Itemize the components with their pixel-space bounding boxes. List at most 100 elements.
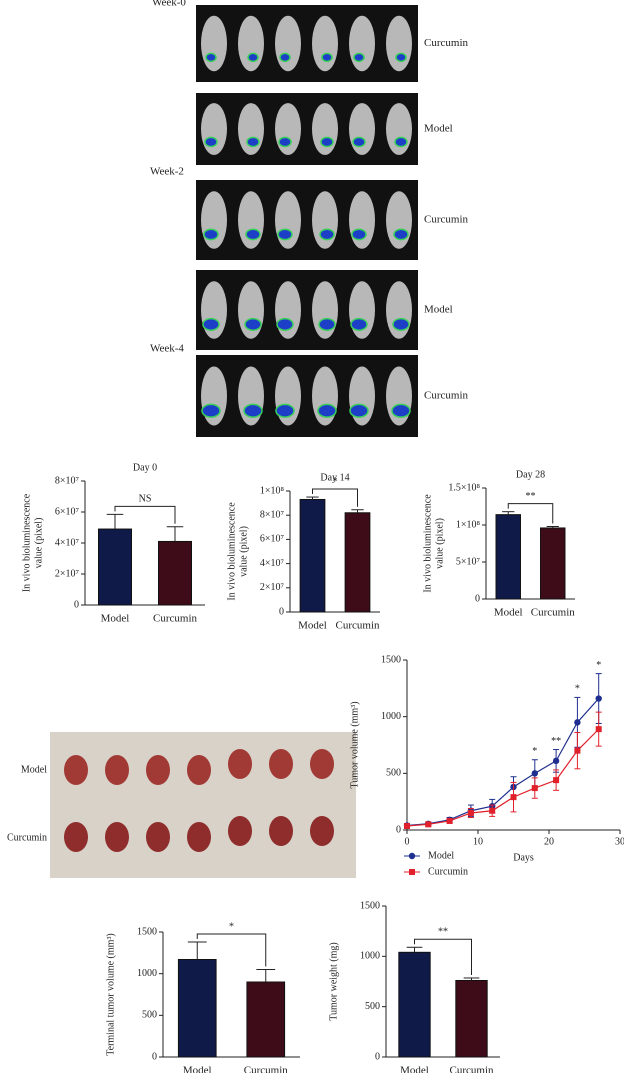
photo-label: Curcumin	[7, 832, 47, 843]
marker	[574, 719, 581, 726]
legend-marker	[408, 852, 416, 860]
y-tick-label: 1000	[360, 951, 380, 962]
y-tick-label: 1000	[137, 968, 157, 979]
mouse	[238, 103, 264, 155]
signal	[203, 228, 219, 241]
y-tick-label: 1.5×10⁸	[448, 482, 480, 493]
marker	[552, 757, 560, 765]
x-tick-label: Curcumin	[153, 613, 197, 625]
tumor	[105, 822, 129, 852]
imaging-photo	[196, 355, 418, 437]
x-tick-label: Curcumin	[531, 607, 575, 619]
tumor	[310, 749, 334, 779]
tumor	[187, 755, 211, 785]
signal	[244, 317, 262, 331]
x-tick-label: Model	[183, 1065, 212, 1073]
series-line	[406, 698, 600, 827]
mouse	[275, 103, 301, 155]
y-tick-label: 4×10⁷	[55, 537, 80, 548]
signal	[246, 136, 260, 148]
marker	[595, 726, 602, 733]
significance-bracket	[114, 505, 176, 524]
bar	[398, 951, 431, 1058]
bar	[98, 528, 132, 606]
mouse	[349, 191, 375, 249]
marker	[510, 794, 517, 801]
y-tick-label: 4×10⁷	[260, 558, 285, 569]
signal	[395, 52, 407, 63]
y-tick-label: 0	[475, 593, 480, 604]
mouse	[201, 191, 227, 249]
mouse	[312, 15, 338, 72]
signal	[201, 403, 221, 418]
x-tick-label: Model	[494, 607, 523, 619]
significance-bracket	[312, 488, 358, 507]
y-tick-label: 1×10⁸	[456, 519, 481, 530]
signal	[320, 136, 334, 148]
significance-label: *	[333, 476, 338, 487]
week-label: Week-0	[152, 0, 186, 9]
marker	[595, 695, 602, 702]
legend-label: Model	[428, 850, 454, 861]
week-label: Week-2	[150, 166, 184, 178]
significance-bracket	[196, 933, 267, 967]
signal	[351, 228, 367, 241]
y-tick-label: 1000	[381, 711, 401, 722]
signal	[202, 317, 220, 331]
signal	[394, 136, 408, 148]
marker	[425, 821, 432, 828]
significance-label: NS	[139, 494, 152, 505]
y-tick-label: 6×10⁷	[260, 534, 285, 545]
y-tick-label: 500	[365, 1001, 380, 1012]
y-tick-label: 500	[142, 1010, 157, 1021]
signal	[279, 52, 291, 63]
y-tick-label: 500	[386, 768, 401, 779]
tumor	[228, 749, 252, 779]
marker	[446, 817, 453, 824]
y-tick-label: 1500	[137, 926, 157, 937]
signal	[353, 52, 365, 63]
mouse	[275, 191, 301, 249]
signal	[247, 52, 259, 63]
x-axis-label: Days	[513, 852, 534, 863]
y-tick-label: 1×10⁸	[260, 485, 285, 496]
row-label: Model	[424, 304, 453, 316]
significance-label: *	[229, 921, 234, 932]
significance-bracket	[507, 503, 554, 524]
signal	[245, 228, 261, 241]
legend-marker	[409, 869, 415, 875]
x-tick-label: 20	[544, 836, 554, 847]
x-tick-label: Model	[400, 1065, 429, 1073]
significance-label: **	[526, 491, 536, 502]
tumor	[228, 816, 252, 846]
signal	[317, 403, 337, 418]
signal	[277, 228, 293, 241]
row-label: Curcumin	[424, 214, 468, 226]
mouse	[349, 15, 375, 72]
imaging-photo	[196, 93, 418, 165]
y-axis-label: Tumor weight (mg)	[328, 942, 339, 1021]
chart-title: Day 14	[320, 472, 349, 483]
y-axis-label: value (pixel)	[238, 526, 249, 577]
row-label: Curcumin	[424, 390, 468, 402]
x-tick-label: Model	[101, 613, 130, 625]
signal	[318, 317, 336, 331]
y-axis-label: value (pixel)	[33, 518, 44, 569]
chart-title: Day 28	[516, 469, 545, 480]
y-tick-label: 5×10⁷	[456, 556, 481, 567]
y-axis-label: In vivo bioluminescence	[21, 493, 32, 592]
y-axis-label: Terminal tumor volume (mm³)	[105, 933, 116, 1056]
row-label: Curcumin	[424, 37, 468, 49]
y-tick-label: 0	[152, 1051, 157, 1062]
photo-label: Model	[21, 764, 47, 775]
y-axis-label: In vivo bioluminescence	[422, 494, 433, 593]
x-tick-label: 10	[473, 836, 483, 847]
bar	[344, 512, 371, 613]
y-axis-label: Tumor volume (mm³)	[349, 701, 360, 788]
marker	[553, 777, 560, 784]
marker	[467, 810, 474, 816]
row-label: Model	[424, 123, 453, 135]
tumor	[105, 755, 129, 785]
mouse	[386, 103, 412, 155]
